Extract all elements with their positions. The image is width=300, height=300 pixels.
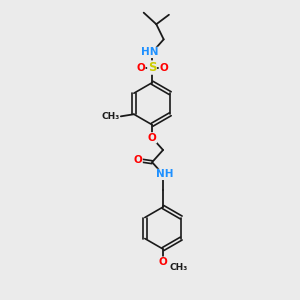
Text: O: O	[148, 133, 157, 143]
Text: CH₃: CH₃	[101, 112, 120, 121]
Text: O: O	[136, 63, 145, 73]
Text: O: O	[159, 63, 168, 73]
Text: O: O	[159, 257, 167, 267]
Text: O: O	[134, 155, 142, 165]
Text: NH: NH	[156, 169, 174, 179]
Text: HN: HN	[141, 47, 159, 57]
Text: CH₃: CH₃	[169, 263, 188, 272]
Text: S: S	[148, 61, 156, 74]
